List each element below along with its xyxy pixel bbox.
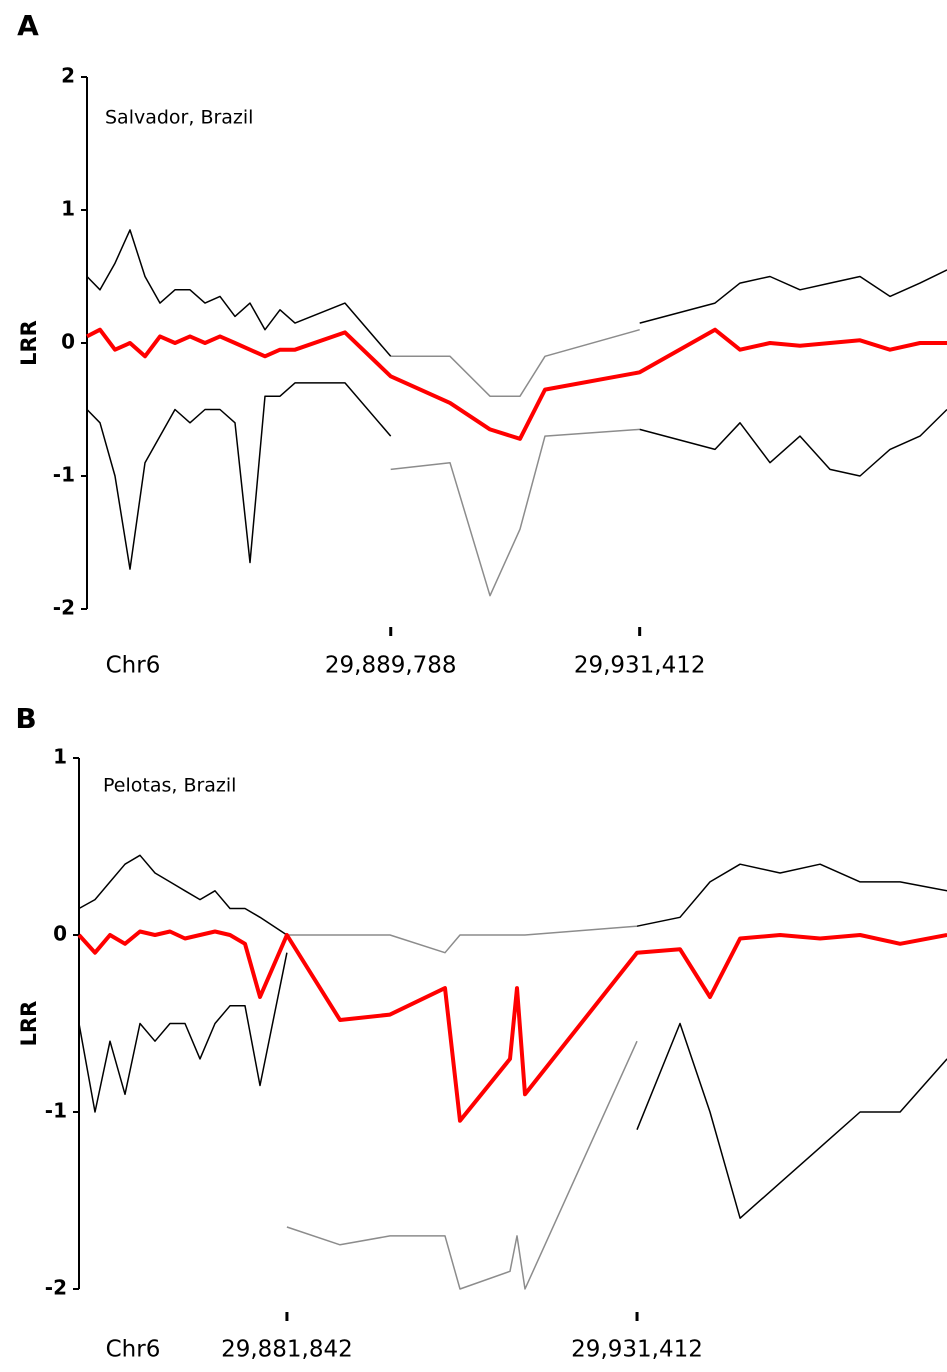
series-line <box>86 229 947 357</box>
panel-letter: B <box>15 702 36 735</box>
y-tick-label: 0 <box>53 922 67 946</box>
series-line <box>78 854 947 936</box>
series-line <box>86 382 947 570</box>
y-tick-label: 1 <box>53 745 67 769</box>
y-tick-label: 0 <box>61 330 75 354</box>
x-tick-label: 29,931,412 <box>574 653 706 679</box>
y-axis-label: LRR <box>17 320 41 366</box>
x-tick-label: 29,889,788 <box>325 653 457 679</box>
series-line <box>77 929 947 1123</box>
y-tick-label: -2 <box>53 596 75 620</box>
y-tick-label: 1 <box>61 197 75 221</box>
annotation: Salvador, Brazil <box>105 107 253 129</box>
x-axis-label: Chr6 <box>106 653 161 679</box>
y-tick-label: -1 <box>45 1099 67 1123</box>
series-line <box>286 925 638 954</box>
series-line <box>86 327 947 441</box>
y-tick-label: -1 <box>53 463 75 487</box>
panel-letter: A <box>17 9 39 42</box>
series-line <box>78 952 947 1219</box>
x-tick-label: 29,931,412 <box>571 1337 703 1363</box>
y-tick-label: -2 <box>45 1276 67 1300</box>
x-axis-label: Chr6 <box>106 1337 161 1363</box>
y-tick-label: 2 <box>61 64 75 88</box>
x-tick-label: 29,881,842 <box>221 1337 353 1363</box>
series-line <box>286 1040 638 1290</box>
series-line <box>390 328 640 397</box>
series-line <box>390 428 640 597</box>
annotation: Pelotas, Brazil <box>103 775 236 797</box>
y-axis-label: LRR <box>17 1001 41 1047</box>
